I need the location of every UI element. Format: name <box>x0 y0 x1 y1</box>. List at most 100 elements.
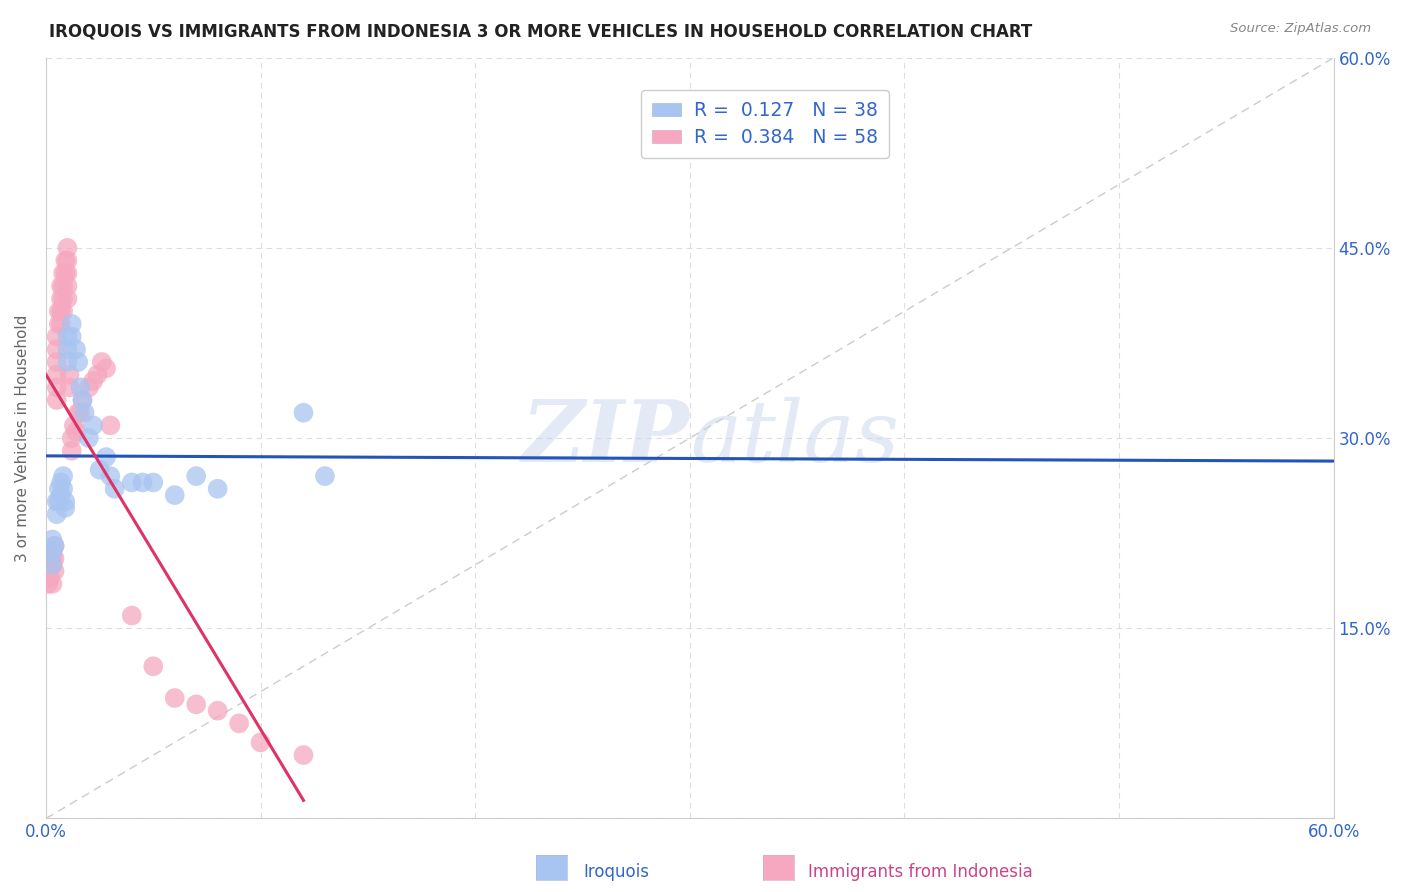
Point <box>53 266 76 280</box>
Point <box>67 406 90 420</box>
Point <box>41 577 63 591</box>
Point <box>98 418 121 433</box>
Point <box>60 317 83 331</box>
Point <box>49 292 72 306</box>
Point <box>94 361 117 376</box>
Point <box>37 564 59 578</box>
Point <box>72 392 94 407</box>
Point <box>186 698 208 712</box>
Point <box>41 551 63 566</box>
Text: IROQUOIS VS IMMIGRANTS FROM INDONESIA 3 OR MORE VEHICLES IN HOUSEHOLD CORRELATIO: IROQUOIS VS IMMIGRANTS FROM INDONESIA 3 … <box>49 22 1032 40</box>
Point <box>207 704 229 718</box>
Point <box>249 735 271 749</box>
Point <box>49 317 72 331</box>
Point <box>142 475 165 490</box>
Point <box>45 355 67 369</box>
Point <box>37 577 59 591</box>
Point <box>44 551 66 566</box>
Point <box>52 482 75 496</box>
Point <box>48 482 70 496</box>
Point <box>89 463 111 477</box>
Point <box>52 469 75 483</box>
Point <box>49 488 72 502</box>
Point <box>86 368 108 382</box>
Point <box>228 716 250 731</box>
Point <box>121 608 143 623</box>
Point <box>41 533 63 547</box>
Point <box>49 304 72 318</box>
Point <box>45 392 67 407</box>
Point <box>58 380 80 394</box>
Point <box>56 292 79 306</box>
Point <box>44 539 66 553</box>
Point <box>52 292 75 306</box>
Point <box>69 406 91 420</box>
Point <box>45 329 67 343</box>
Point <box>104 482 127 496</box>
Text: ZIP: ZIP <box>522 396 690 480</box>
Point <box>45 380 67 394</box>
Text: Immigrants from Indonesia: Immigrants from Indonesia <box>808 863 1033 881</box>
Point <box>69 380 91 394</box>
Point <box>292 406 315 420</box>
Point <box>53 253 76 268</box>
Point <box>41 558 63 572</box>
Point <box>48 317 70 331</box>
Point <box>186 469 208 483</box>
Point <box>77 431 100 445</box>
Point <box>41 558 63 572</box>
Point <box>73 406 96 420</box>
Point <box>53 494 76 508</box>
Point <box>90 355 112 369</box>
Point <box>39 558 62 572</box>
Point <box>45 368 67 382</box>
Point <box>56 241 79 255</box>
Point <box>56 329 79 343</box>
Text: atlas: atlas <box>690 397 898 479</box>
Point <box>56 253 79 268</box>
Text: Iroquois: Iroquois <box>583 863 650 881</box>
Point <box>52 266 75 280</box>
Point <box>49 279 72 293</box>
Point <box>98 469 121 483</box>
Point <box>45 343 67 357</box>
Point <box>53 500 76 515</box>
Point <box>49 475 72 490</box>
Point <box>52 304 75 318</box>
Point <box>39 551 62 566</box>
Point <box>56 343 79 357</box>
Point <box>45 507 67 521</box>
Point <box>56 266 79 280</box>
Point <box>44 564 66 578</box>
Point <box>60 329 83 343</box>
Point <box>45 494 67 508</box>
Point <box>82 418 104 433</box>
Point <box>60 431 83 445</box>
Point <box>63 418 86 433</box>
Point <box>207 482 229 496</box>
Point <box>48 304 70 318</box>
Point <box>39 570 62 584</box>
Point <box>65 343 87 357</box>
Point <box>142 659 165 673</box>
Point <box>41 545 63 559</box>
Point <box>72 392 94 407</box>
Point <box>60 443 83 458</box>
Point <box>292 747 315 762</box>
Point <box>77 380 100 394</box>
Point <box>41 545 63 559</box>
Point <box>163 488 186 502</box>
Point <box>44 539 66 553</box>
Point <box>94 450 117 464</box>
Text: Source: ZipAtlas.com: Source: ZipAtlas.com <box>1230 22 1371 36</box>
Legend: R =  0.127   N = 38, R =  0.384   N = 58: R = 0.127 N = 38, R = 0.384 N = 58 <box>641 90 889 158</box>
Point <box>314 469 336 483</box>
Point <box>52 279 75 293</box>
Point <box>67 355 90 369</box>
Point <box>58 368 80 382</box>
Point <box>65 425 87 439</box>
Point <box>131 475 153 490</box>
Point <box>82 374 104 388</box>
Point <box>121 475 143 490</box>
Point <box>163 691 186 706</box>
